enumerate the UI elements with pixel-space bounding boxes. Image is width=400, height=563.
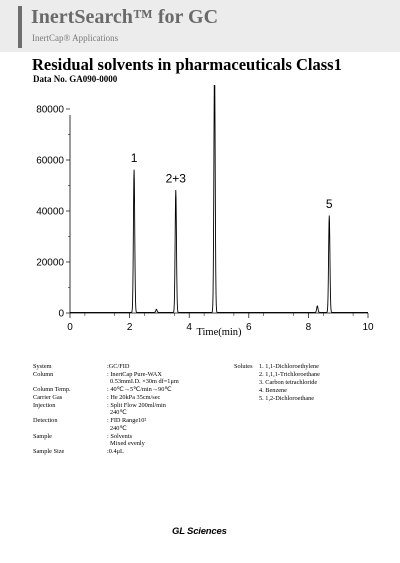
chromatogram-trace xyxy=(70,85,368,313)
brand-subtitle: InertCap® Applications xyxy=(32,33,119,43)
solute-item: 5. 1,2-Dichloroethane xyxy=(259,395,315,402)
x-tick-label: 8 xyxy=(306,322,312,333)
y-tick-label: 40000 xyxy=(36,207,64,218)
condition-value: : He 20kPa 35cm/sec xyxy=(107,394,161,402)
condition-value: :0.4μL xyxy=(107,447,124,455)
solute-item: 2. 1,1,1-Trichloroethane xyxy=(259,371,320,378)
peak-label: 5 xyxy=(326,197,333,211)
x-tick-label: 0 xyxy=(67,322,73,333)
page-title: Residual solvents in pharmaceuticals Cla… xyxy=(32,55,342,74)
x-tick-label: 6 xyxy=(246,322,252,333)
y-tick-label: 20000 xyxy=(36,258,64,269)
x-axis-label: Time(min) xyxy=(196,327,242,338)
condition-value: 0.53mmI.D. ×30m df=1μm xyxy=(110,378,179,386)
solutes-label: Solutes xyxy=(234,363,253,370)
solute-item: 3. Carbon tetrachloride xyxy=(259,379,318,386)
y-tick-label: 60000 xyxy=(36,156,64,167)
data-number: Data No. GA090-0000 xyxy=(33,74,118,84)
condition-label: Detection xyxy=(33,417,58,425)
condition-value: : 40℃→5℃/min→90℃ xyxy=(107,386,172,394)
condition-value: : Solvents xyxy=(107,432,133,440)
chromatogram-chart: 0 2 4 6 8 10 0 20000 40000 60000 80000 Time(min) 1 2+… xyxy=(36,85,374,338)
condition-value: : Split Flow 200ml/min xyxy=(107,402,166,410)
condition-label: Injection xyxy=(33,402,56,410)
condition-value: : FID Range10² xyxy=(107,417,147,425)
condition-label: Carrier Gas xyxy=(33,394,63,402)
x-tick-label: 10 xyxy=(362,322,374,333)
solute-item: 1. 1,1-Dichloroethylene xyxy=(259,363,319,370)
condition-value: 240℃ xyxy=(110,409,127,417)
x-tick-label: 4 xyxy=(186,322,192,333)
condition-value: Mixed evenly xyxy=(110,439,145,447)
peak-label: 1 xyxy=(131,151,138,165)
condition-value: : InertCap Pure-WAX xyxy=(107,371,162,378)
y-tick-label: 80000 xyxy=(36,105,64,116)
peak-label: 2+3 xyxy=(166,172,187,186)
condition-label: Column xyxy=(33,371,54,378)
condition-label: Sample Size xyxy=(33,447,65,455)
gl-sciences-logo: GL Sciences xyxy=(172,526,227,537)
condition-label: System xyxy=(33,363,52,370)
condition-value: 240℃ xyxy=(110,424,127,432)
solute-item: 4. Benzene xyxy=(259,387,287,394)
y-tick-label: 0 xyxy=(58,309,64,320)
header-band xyxy=(0,0,400,52)
brand-title: InertSearch™ for GC xyxy=(31,6,219,28)
header-accent-bar xyxy=(18,6,22,48)
x-tick-label: 2 xyxy=(127,322,133,333)
condition-label: Sample xyxy=(33,432,52,440)
condition-value: :GC/FID xyxy=(107,363,130,370)
condition-label: Column Temp. xyxy=(33,386,71,394)
